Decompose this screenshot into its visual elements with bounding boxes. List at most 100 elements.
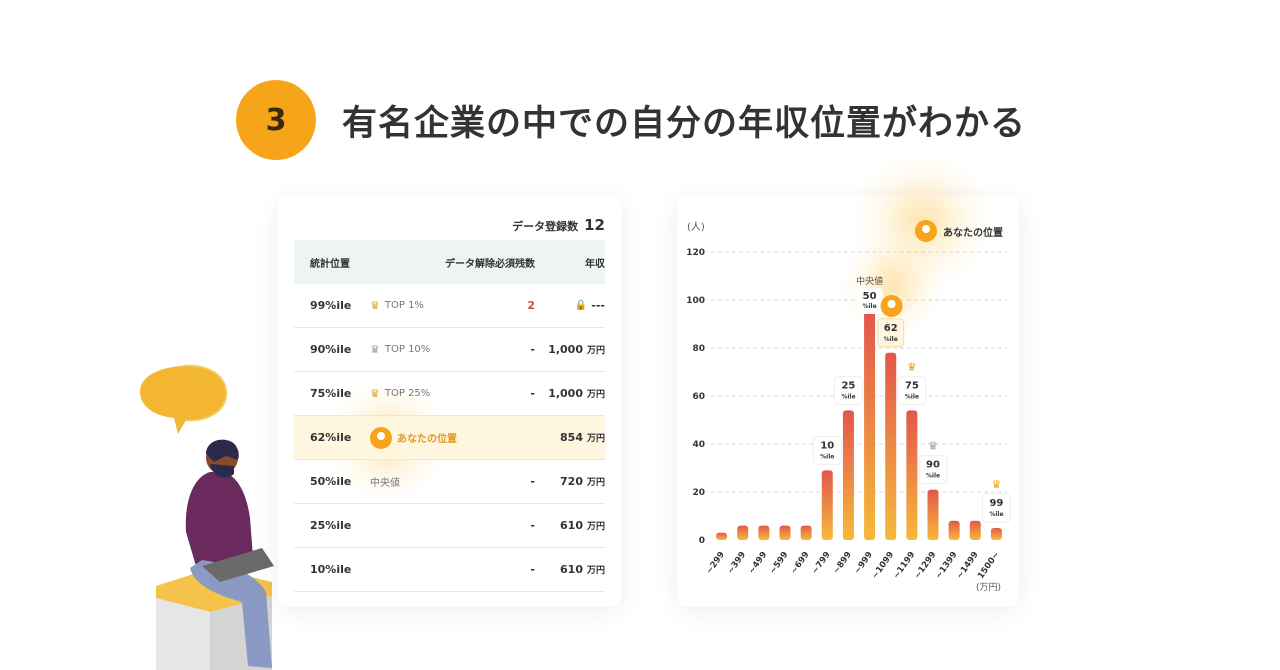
percentile-tag-suffix: %ile <box>841 393 855 400</box>
header-income: 年収 <box>585 258 605 270</box>
x-tick-label: 1500~ <box>976 550 1002 581</box>
x-tick-label: ~799 <box>810 550 833 576</box>
y-tick-label: 80 <box>692 344 705 354</box>
user-avatar-icon <box>915 220 937 242</box>
row-label-text: 中央値 <box>370 478 400 489</box>
percentile-tag-suffix: %ile <box>820 453 834 460</box>
person-with-laptop-illustration <box>156 439 274 670</box>
x-tick-label: ~899 <box>831 550 854 576</box>
percentile-tag <box>981 493 1011 523</box>
income-unit: 万円 <box>586 434 605 444</box>
row-label-text: TOP 25% <box>384 388 431 399</box>
income-value: 854 <box>560 431 583 444</box>
percentile-tag-suffix: %ile <box>989 511 1003 518</box>
bar <box>927 489 939 540</box>
bar <box>990 528 1002 540</box>
x-tick-label: ~599 <box>768 550 791 576</box>
crown-icon: ♛ <box>928 440 938 453</box>
row-stat: 10%ile <box>310 563 352 576</box>
lock-icon: 🔒 <box>574 300 588 311</box>
x-tick-label: ~699 <box>789 550 812 576</box>
income-value: 610 <box>560 519 583 532</box>
header-stat: 統計位置 <box>310 258 350 270</box>
table-row: 99%ile ♛ TOP 1% 2 🔒 --- <box>294 284 605 328</box>
row-remaining: - <box>530 563 535 576</box>
table-row: 62%ile あなたの位置 854 万円 <box>294 416 605 460</box>
percentile-tag-value: 10 <box>820 440 834 451</box>
row-label-text: あなたの位置 <box>397 434 457 445</box>
income-unit: 万円 <box>586 346 605 356</box>
percentile-tag-value: 50 <box>863 291 877 302</box>
row-label: 中央値 <box>370 474 488 489</box>
row-income: 1,000 万円 <box>535 387 605 400</box>
row-stat: 50%ile <box>310 475 352 488</box>
income-unit: 万円 <box>586 522 605 532</box>
percentile-tag <box>812 435 842 465</box>
bar <box>779 525 791 540</box>
percentile-tag-value: 75 <box>905 380 919 391</box>
income-value: --- <box>591 299 605 312</box>
bar <box>842 410 854 540</box>
table-row: 90%ile ♛ TOP 10% -1,000 万円 <box>294 328 605 372</box>
table-row: 75%ile ♛ TOP 25% -1,000 万円 <box>294 372 605 416</box>
row-label: あなたの位置 <box>370 426 488 449</box>
income-unit: 万円 <box>586 566 605 576</box>
row-label: ♛ TOP 25% <box>370 387 488 400</box>
row-income: 720 万円 <box>535 475 605 488</box>
bar <box>821 470 833 540</box>
row-stat: 62%ile <box>310 431 352 444</box>
percentile-tag <box>833 375 863 405</box>
row-label: ♛ TOP 10% <box>370 343 488 356</box>
row-income: 610 万円 <box>535 563 605 576</box>
row-label-text: TOP 1% <box>384 300 424 311</box>
crown-icon: ♛ <box>370 387 380 400</box>
step-number-badge: 3 <box>236 80 316 160</box>
y-tick-label: 60 <box>692 392 705 402</box>
chart-legend: あなたの位置 <box>915 220 1003 242</box>
percentile-tag <box>918 455 948 485</box>
row-remaining: 2 <box>527 299 535 312</box>
bar <box>758 525 770 540</box>
income-value: 720 <box>560 475 583 488</box>
header-remaining: データ解除必須残数 <box>445 258 535 270</box>
percentile-tag-value: 25 <box>841 380 855 391</box>
registered-count: データ登録数 12 <box>512 216 605 234</box>
table-row: 50%ile 中央値 -720 万円 <box>294 460 605 504</box>
row-stat: 99%ile <box>310 299 352 312</box>
bar <box>906 410 918 540</box>
row-remaining: - <box>530 343 535 356</box>
registered-count-label: データ登録数 <box>512 220 579 233</box>
bar <box>885 352 897 540</box>
percentile-tag-suffix: %ile <box>862 303 876 310</box>
percentile-table: 統計位置 データ解除必須残数 年収 99%ile ♛ TOP 1% 2 🔒 --- 90%i… <box>294 240 605 592</box>
percentile-tag <box>877 318 905 348</box>
percentile-tag-value: 90 <box>926 460 940 471</box>
income-table-card: データ登録数 12 統計位置 データ解除必須残数 年収 99%ile ♛ TOP 1… <box>278 196 621 607</box>
income-unit: 万円 <box>586 478 605 488</box>
y-tick-label: 0 <box>699 536 705 546</box>
row-label: ♛ TOP 1% <box>370 299 488 312</box>
table-header: 統計位置 データ解除必須残数 年収 <box>294 240 605 284</box>
bar <box>716 532 728 540</box>
row-label-text: TOP 10% <box>384 344 431 355</box>
y-tick-label: 100 <box>686 296 705 306</box>
x-tick-label: ~399 <box>726 550 749 576</box>
row-stat: 25%ile <box>310 519 352 532</box>
row-remaining: - <box>530 519 535 532</box>
percentile-tag-suffix: %ile <box>884 336 898 343</box>
y-tick-label: 40 <box>692 440 705 450</box>
section-title: 有名企業の中での自分の年収位置がわかる <box>342 103 1027 144</box>
row-stat: 75%ile <box>310 387 352 400</box>
speech-bubble-icon <box>140 364 228 434</box>
x-tick-label: ~499 <box>747 550 770 576</box>
percentile-tag <box>897 375 927 405</box>
legend-label: あなたの位置 <box>943 227 1003 239</box>
bar <box>948 520 960 540</box>
row-remaining: - <box>530 387 535 400</box>
registered-count-value: 12 <box>584 216 605 234</box>
income-value: 1,000 <box>548 343 583 356</box>
row-income: 610 万円 <box>535 519 605 532</box>
bar <box>864 312 876 540</box>
row-income: 🔒 --- <box>535 299 605 312</box>
income-value: 610 <box>560 563 583 576</box>
